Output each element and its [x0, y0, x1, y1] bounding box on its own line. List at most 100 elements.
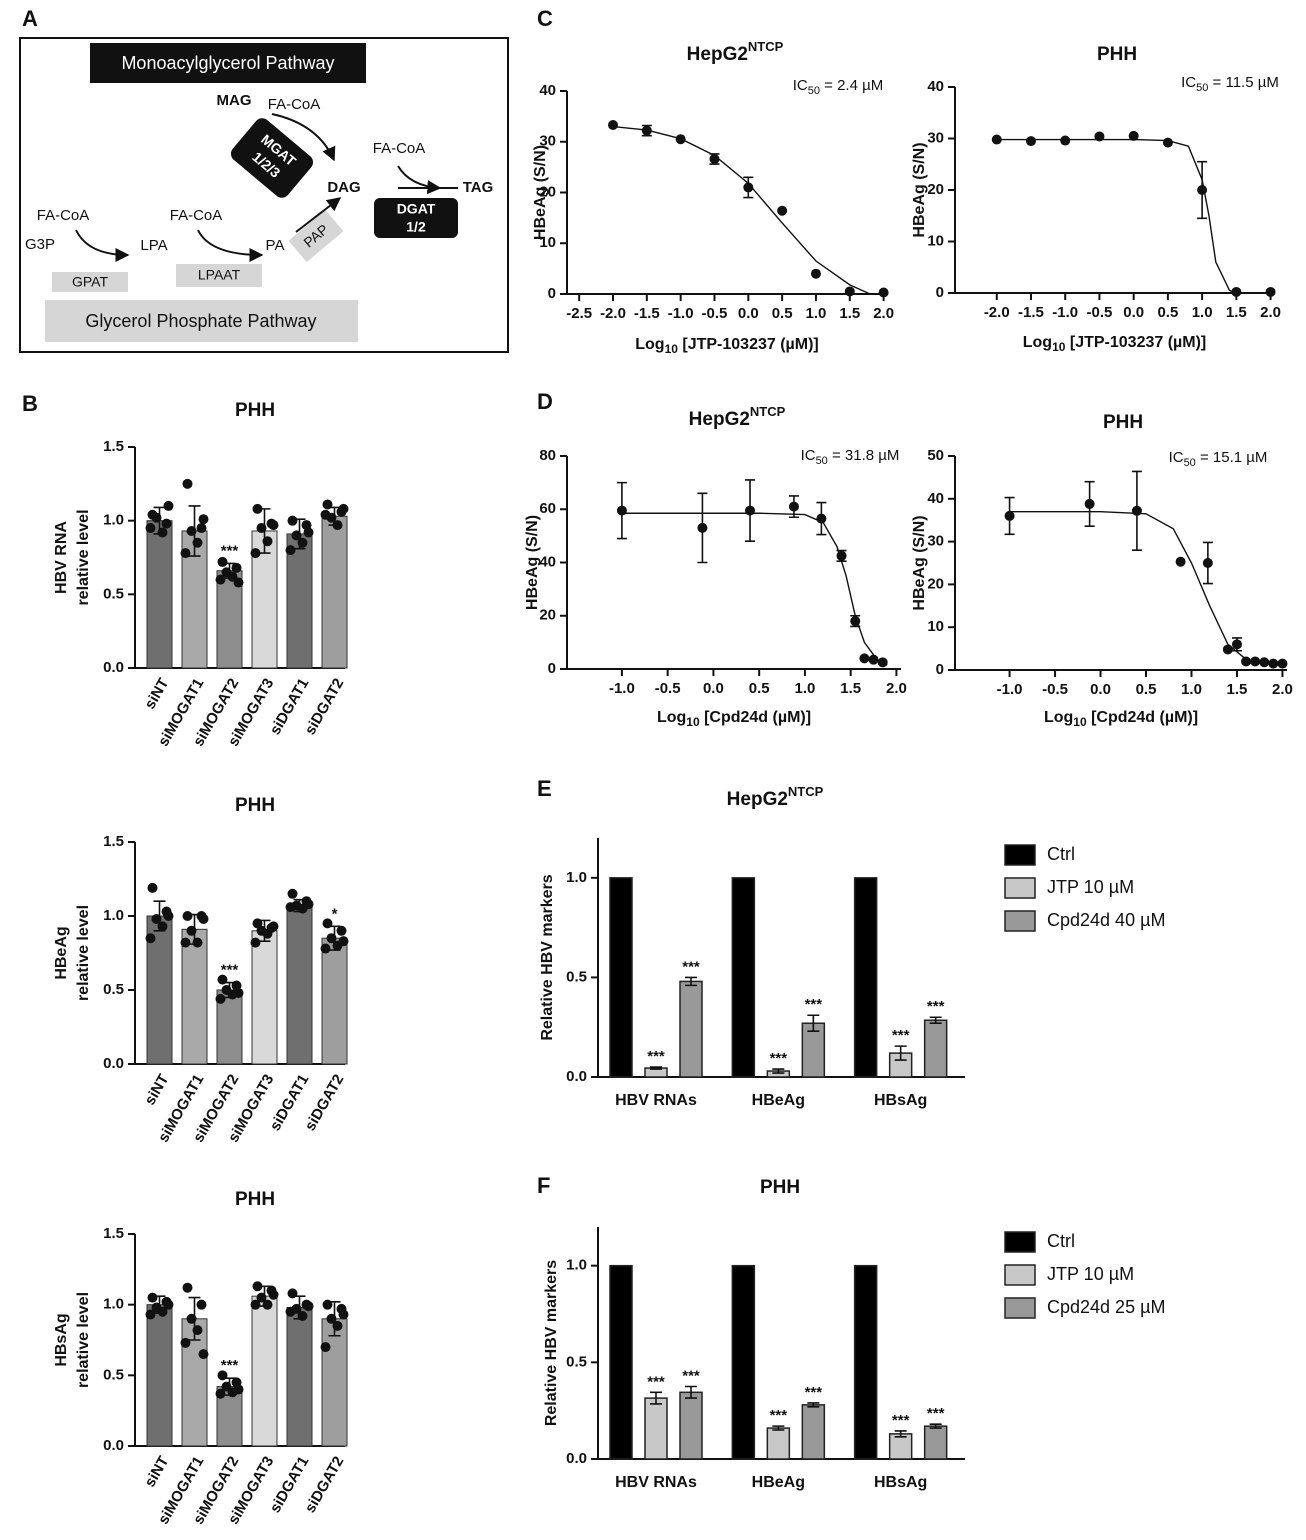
error-bar — [929, 1423, 942, 1429]
pathway-diagram: Monoacylglycerol Pathway MAG FA-CoA MGAT… — [19, 37, 509, 353]
title-text: HepG2 — [727, 789, 788, 810]
data-point — [285, 1306, 296, 1317]
x-tick-label: siNT — [141, 1453, 172, 1490]
data-point — [196, 1299, 207, 1310]
data-point — [338, 936, 349, 947]
annotation-part: = 2.4 µM — [820, 77, 883, 94]
data-point — [877, 657, 888, 668]
bar — [251, 1295, 278, 1447]
bar — [853, 877, 878, 1078]
x-axis-label-sub: 10 — [665, 342, 679, 356]
node-label: LPA — [140, 237, 167, 254]
x-tick-label: -0.5 — [655, 680, 681, 697]
y-tick-label: 1.5 — [103, 833, 124, 850]
fit-curve — [621, 512, 888, 666]
data-point — [1268, 658, 1279, 669]
data-point — [641, 125, 652, 136]
x-tick-label: 1.0 — [1181, 681, 1202, 698]
x-tick-label: HBsAg — [874, 1092, 927, 1109]
y-tick-label: 80 — [539, 447, 556, 464]
error-bar — [807, 1014, 820, 1032]
error-bar — [685, 1385, 697, 1399]
y-axis-label: HBeAg (S/N) — [911, 515, 928, 610]
y-tick-label: 40 — [927, 490, 944, 507]
legend-label: Cpd24d 40 µM — [1047, 910, 1165, 930]
legend-label: JTP 10 µM — [1047, 877, 1134, 897]
legend-swatch — [1004, 1264, 1036, 1286]
y-tick-label: 1.0 — [103, 907, 124, 924]
x-tick-label: 1.5 — [1227, 681, 1248, 698]
bar — [801, 1404, 826, 1460]
title-sup: NTCP — [750, 404, 786, 419]
bar — [321, 1318, 348, 1447]
data-point — [186, 1313, 197, 1324]
data-point — [192, 937, 203, 948]
data-point — [878, 287, 889, 298]
annotation: IC50 = 2.4 µM — [793, 77, 884, 97]
x-tick-label: 0.0 — [703, 680, 724, 697]
annotation-part: IC — [1169, 449, 1184, 466]
data-point — [322, 918, 333, 929]
data-point — [287, 1288, 298, 1299]
data-point — [1277, 658, 1288, 669]
bar — [286, 533, 313, 669]
data-point — [816, 513, 827, 524]
x-tick-label: 0.0 — [1090, 681, 1111, 698]
arrow — [75, 229, 130, 262]
title-text: HepG2 — [687, 44, 748, 65]
x-axis-label-part: [JTP-103237 (µM)] — [1065, 334, 1206, 351]
node-label: DAG — [327, 179, 360, 196]
data-point — [303, 527, 314, 538]
y-tick-label: 0.0 — [566, 1068, 587, 1085]
y-axis-label: HBeAg — [53, 926, 70, 979]
x-tick-label: -1.5 — [1018, 304, 1044, 321]
title-sup: NTCP — [788, 784, 824, 799]
data-point — [198, 913, 209, 924]
data-point — [322, 1299, 333, 1310]
x-tick-label: HBsAg — [874, 1474, 927, 1491]
data-point — [1004, 510, 1015, 521]
data-point — [252, 1281, 263, 1292]
data-point — [215, 1388, 226, 1399]
x-tick-label: -1.0 — [1052, 304, 1078, 321]
data-point — [1197, 185, 1208, 195]
x-tick-label: 1.0 — [806, 305, 827, 322]
data-point — [147, 882, 158, 893]
y-tick-label: 0.0 — [103, 1437, 124, 1454]
y-tick-label: 40 — [539, 82, 556, 99]
data-point — [182, 478, 193, 489]
y-axis-label: Relative HBV markers — [539, 874, 556, 1040]
annotation-part: = 15.1 µM — [1196, 449, 1268, 466]
x-tick-label: 0.5 — [749, 680, 770, 697]
data-point — [182, 911, 193, 921]
chart-title: PHH — [235, 795, 275, 816]
data-point — [180, 548, 191, 559]
chart-title: PHH — [1103, 412, 1143, 433]
enzyme-label: DGAT — [397, 201, 436, 217]
error-bar — [772, 1068, 785, 1074]
bar — [216, 570, 243, 669]
significance: *** — [805, 996, 823, 1013]
fit-curve — [1009, 510, 1283, 666]
x-axis-label-sub: 10 — [686, 715, 700, 729]
diagram-title: Monoacylglycerol Pathway — [121, 53, 334, 73]
diagram-title: Glycerol Phosphate Pathway — [85, 311, 316, 331]
annotation-sub: 50 — [1196, 82, 1208, 94]
data-point — [151, 913, 162, 924]
node-label: FA-CoA — [268, 96, 321, 113]
x-axis-label-part: Log — [635, 336, 664, 353]
data-point — [850, 616, 861, 627]
data-point — [320, 943, 331, 954]
x-tick-label: 1.5 — [840, 680, 861, 697]
bar — [286, 1306, 313, 1447]
x-axis-label-part: Log — [657, 709, 686, 726]
annotation-sub: 50 — [808, 85, 820, 97]
y-tick-label: 0.0 — [566, 1450, 587, 1467]
x-axis-label-sub: 10 — [1073, 715, 1087, 729]
y-tick-label: 10 — [927, 618, 944, 635]
data-point — [297, 1310, 308, 1321]
annotation-part: IC — [1181, 74, 1196, 91]
data-point — [256, 523, 267, 534]
significance: *** — [221, 542, 239, 559]
